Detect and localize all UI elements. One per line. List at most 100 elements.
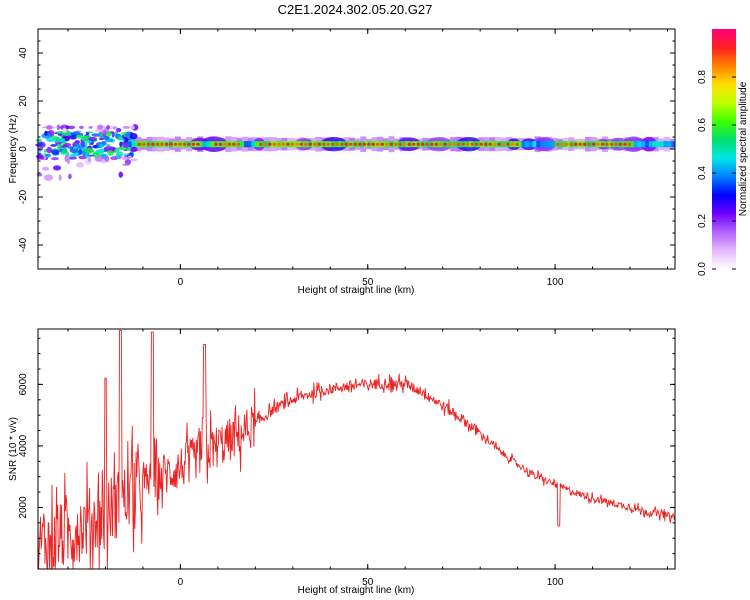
spectrogram-peak-cell	[416, 142, 420, 146]
spectrogram-noise-cell	[115, 153, 120, 159]
colorbar-label: Normalized spectral amplitude	[738, 81, 749, 216]
spectrogram-peak-cell	[380, 142, 384, 146]
spectrogram-ridge-cell	[521, 141, 526, 148]
spectrogram-ridge-cell	[532, 141, 537, 148]
spectrogram-ridge-cell	[536, 141, 541, 148]
spectrogram-noise-cell	[100, 148, 104, 155]
spectrogram-ridge-cell	[585, 141, 590, 148]
spectrogram-ridge-cell	[244, 141, 249, 148]
spectrogram-noise-cell	[99, 143, 104, 148]
spectrogram-ridge-cell	[386, 141, 391, 148]
spectrogram-noise-cell	[53, 165, 62, 171]
spectrogram-ridge-cell	[551, 141, 556, 148]
spectrogram-noise-cell	[122, 125, 131, 129]
spectrogram-peak-cell	[578, 142, 582, 146]
spectrogram-ridge-cell	[630, 141, 635, 148]
spectrogram-ridge-cell	[633, 141, 639, 148]
spectrogram-peak-cell	[277, 142, 281, 146]
spectrogram-peak-cell	[196, 142, 200, 146]
spectrogram-peak-cell	[232, 142, 236, 146]
spectrogram-noise-cell	[41, 166, 50, 171]
spectrogram-noise-cell	[67, 125, 76, 130]
spectrogram-noise-cell	[57, 133, 62, 136]
spectrogram-noise-cell	[87, 156, 91, 163]
snr-plot-area	[37, 330, 675, 570]
spectrogram-peak-cell	[268, 142, 272, 146]
spectrogram-noise-cell	[97, 135, 104, 138]
spectrogram-peak-cell	[618, 142, 623, 146]
snr-y-tick-label: 2000	[18, 496, 29, 519]
spectrogram-noise-cell	[124, 159, 132, 165]
spectrogram-peak-cell	[308, 142, 313, 146]
snr-series-line	[37, 330, 675, 570]
spectrogram-peak-cell	[182, 142, 187, 146]
spectrogram-ridge-cell	[363, 141, 369, 148]
spectrogram-ridge-cell	[431, 141, 436, 148]
spectrogram-heatmap	[35, 123, 676, 181]
spectrogram-noise-cell	[112, 126, 118, 130]
spectrogram-noise-cell	[104, 138, 114, 143]
spectrogram-ridge-cell	[472, 141, 477, 148]
spectrogram-peak-cell	[582, 142, 587, 146]
spectrogram-peak-cell	[366, 142, 371, 146]
spectrogram-ridge-cell	[566, 141, 571, 148]
snr-frame	[37, 328, 676, 570]
spectrogram-noise-cell	[50, 157, 59, 161]
spectrogram-noise-cell	[64, 155, 69, 163]
spectrogram-noise-cell	[62, 127, 67, 134]
spectrogram-noise-cell	[43, 149, 48, 153]
spectrogram-ridge-cell	[247, 141, 253, 148]
spectrogram-y-tick-label: 40	[18, 47, 29, 59]
spectrogram-peak-cell	[510, 142, 515, 146]
spectrogram-ridge-cell	[637, 141, 642, 148]
spectrogram-peak-cell	[465, 142, 470, 146]
spectrogram-noise-cell	[51, 149, 60, 155]
spectrogram-noise-cell	[121, 156, 129, 161]
spectrogram-peak-cell	[191, 142, 196, 146]
spectrogram-peak-cell	[160, 142, 164, 146]
spectrogram-noise-cell	[63, 142, 72, 147]
spectrogram-noise-cell	[75, 134, 83, 138]
spectrogram-y-tick-label: -40	[18, 237, 29, 252]
snr-y-ticks: 2000 4000 6000	[18, 337, 675, 570]
spectrogram-noise-cell	[97, 124, 103, 130]
spectrogram-peak-cell	[384, 142, 389, 146]
snr-y-tick-label: 6000	[18, 373, 29, 396]
spectrogram-peak-cell	[456, 142, 461, 146]
spectrogram-ridge-cell	[274, 141, 279, 148]
spectrogram-ridge-cell	[648, 141, 654, 148]
spectrogram-noise-cell	[72, 146, 78, 150]
spectrogram-ridge-cell	[206, 141, 211, 148]
spectrogram-noise-cell	[130, 146, 138, 153]
snr-x-tick-label: 100	[547, 577, 564, 588]
spectrogram-peak-cell	[173, 142, 178, 146]
spectrogram-peak-cell	[164, 142, 169, 146]
spectrogram-noise-cell	[85, 140, 94, 143]
spectrogram-ridge-cell	[180, 141, 185, 148]
spectrogram-ridge-cell	[229, 141, 234, 148]
spectrogram-peak-cell	[506, 142, 510, 146]
spectrogram-peak-cell	[304, 142, 308, 146]
spectrogram-ridge-cell	[641, 141, 646, 148]
spectrogram-noise-cell	[46, 146, 53, 154]
spectrogram-ridge-cell	[645, 141, 650, 148]
spectrogram-peak-cell	[223, 142, 227, 146]
spectrogram-ridge-cell	[270, 141, 275, 148]
spectrogram-peak-cell	[515, 142, 519, 146]
spectrogram-noise-cell	[81, 135, 89, 142]
spectrogram-y-tick-label: -20	[18, 189, 29, 204]
spectrogram-ridge-cell	[292, 141, 298, 148]
spectrogram-noise-cell	[98, 155, 102, 163]
spectrogram-ridge-cell	[562, 141, 567, 148]
colorbar-tick-label: 0.0	[697, 262, 708, 276]
spectrogram-ridge-cell	[540, 141, 545, 148]
spectrogram-noise-cell	[44, 130, 48, 136]
spectrogram-noise-cell	[99, 132, 103, 137]
spectrogram-noise-cell	[66, 135, 72, 138]
spectrogram-peak-cell	[474, 142, 479, 146]
spectrogram-noise-cell	[44, 174, 53, 181]
spectrogram-peak-cell	[375, 142, 380, 146]
colorbar-tick-label: 0.4	[697, 166, 708, 180]
spectrogram-peak-cell	[146, 142, 151, 146]
